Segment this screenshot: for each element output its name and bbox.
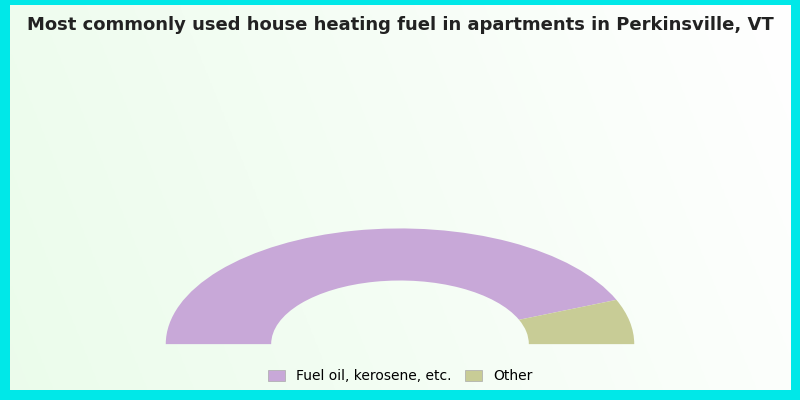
- Legend: Fuel oil, kerosene, etc., Other: Fuel oil, kerosene, etc., Other: [262, 364, 538, 389]
- Wedge shape: [166, 228, 617, 344]
- Wedge shape: [519, 300, 634, 344]
- Text: Most commonly used house heating fuel in apartments in Perkinsville, VT: Most commonly used house heating fuel in…: [26, 16, 774, 34]
